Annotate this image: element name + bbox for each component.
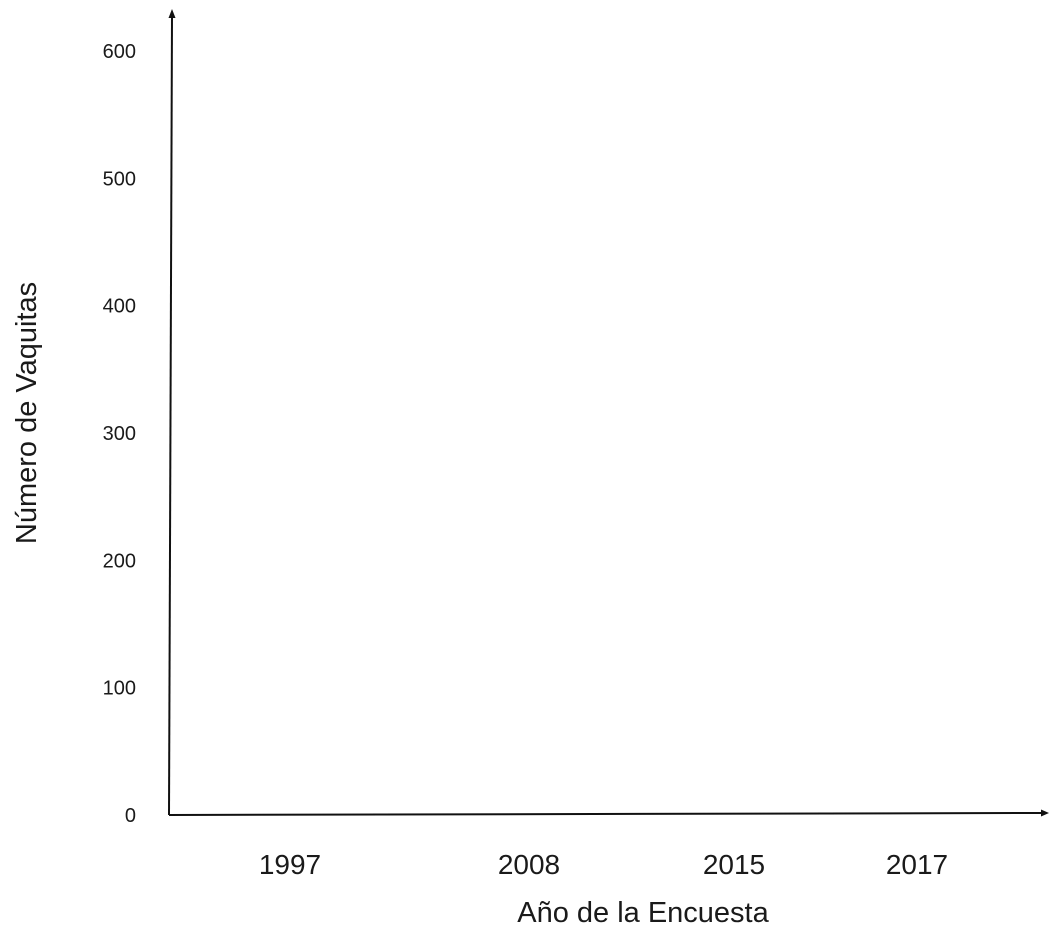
x-tick-labels: 1997 2008 2015 2017: [259, 849, 948, 880]
y-tick-label: 100: [103, 678, 136, 700]
x-tick-label: 1997: [259, 849, 321, 880]
y-tick-label: 200: [103, 550, 136, 572]
x-tick-label: 2015: [703, 849, 765, 880]
x-axis: [168, 812, 1044, 816]
y-axis: [168, 15, 173, 816]
y-tick-label: 500: [103, 168, 136, 190]
x-tick-label: 2008: [498, 849, 560, 880]
x-tick-label: 2017: [886, 849, 948, 880]
y-tick-labels: 0 100 200 300 400 500 600: [103, 41, 136, 827]
y-tick-label: 400: [103, 296, 136, 318]
x-axis-label: Año de la Encuesta: [517, 897, 769, 926]
y-axis-arrow: [168, 9, 176, 18]
y-axis-label: Número de Vaquitas: [11, 282, 43, 544]
y-tick-label: 0: [125, 805, 136, 827]
y-tick-label: 300: [103, 423, 136, 445]
x-axis-arrow: [1041, 809, 1049, 817]
y-tick-label: 600: [103, 41, 136, 63]
